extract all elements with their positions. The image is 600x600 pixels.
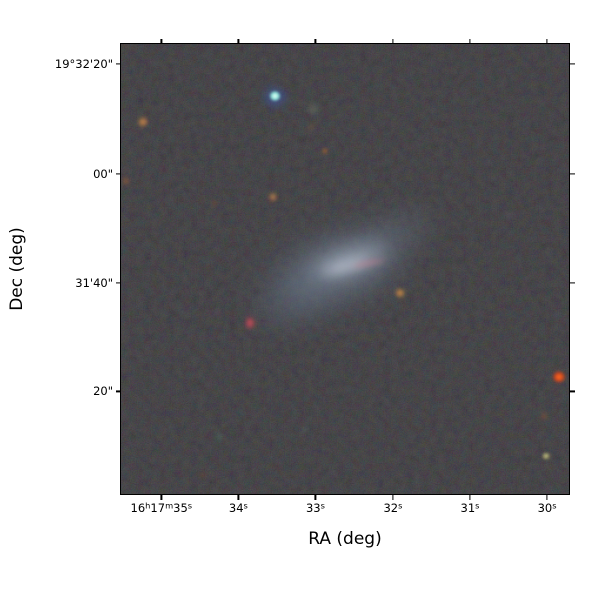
x-tick-label-5: 30s — [537, 500, 557, 515]
y-tick-right-3 — [570, 390, 575, 392]
x-tick-top-1 — [237, 38, 239, 43]
x-tick-bottom-0 — [160, 495, 162, 500]
x-tick-top-4 — [469, 38, 471, 43]
y-axis-label-text: Dec (deg) — [7, 227, 28, 311]
y-tick-label-0: 19°32'20" — [54, 56, 113, 71]
x-tick-top-5 — [546, 38, 548, 43]
x-tick-bottom-3 — [392, 495, 394, 500]
x-tick-label-4: 31s — [460, 500, 480, 515]
y-tick-right-2 — [570, 282, 575, 284]
y-tick-label-3: 20" — [93, 384, 113, 399]
y-tick-left-0 — [115, 63, 120, 65]
x-tick-label-1: 34s — [228, 500, 248, 515]
x-tick-top-3 — [392, 38, 394, 43]
y-tick-left-3 — [115, 390, 120, 392]
y-tick-right-1 — [570, 173, 575, 175]
x-tick-bottom-4 — [469, 495, 471, 500]
x-tick-top-2 — [314, 38, 317, 43]
y-tick-right-0 — [570, 63, 575, 65]
x-tick-bottom-5 — [546, 495, 548, 500]
x-tick-top-0 — [160, 38, 162, 43]
plot-area: 16h17m35s 34s 33s 32s 31s 30s 19°32'20" 00" 31'4… — [55, 38, 575, 515]
x-axis-label: RA (deg) — [308, 529, 382, 549]
y-axis-label: Dec (deg) — [0, 43, 34, 495]
y-tick-left-1 — [115, 173, 120, 175]
y-tick-left-2 — [115, 282, 120, 284]
x-tick-label-3: 32s — [383, 500, 403, 515]
x-tick-bottom-1 — [237, 495, 239, 500]
sky-image — [121, 44, 569, 494]
x-tick-bottom-2 — [314, 495, 317, 500]
y-tick-label-1: 00" — [93, 166, 113, 181]
x-tick-label-0: 16h17m35s — [130, 500, 193, 515]
noise-texture — [121, 44, 569, 494]
x-tick-label-2: 33s — [305, 500, 325, 515]
y-tick-label-2: 31'40" — [75, 275, 113, 290]
